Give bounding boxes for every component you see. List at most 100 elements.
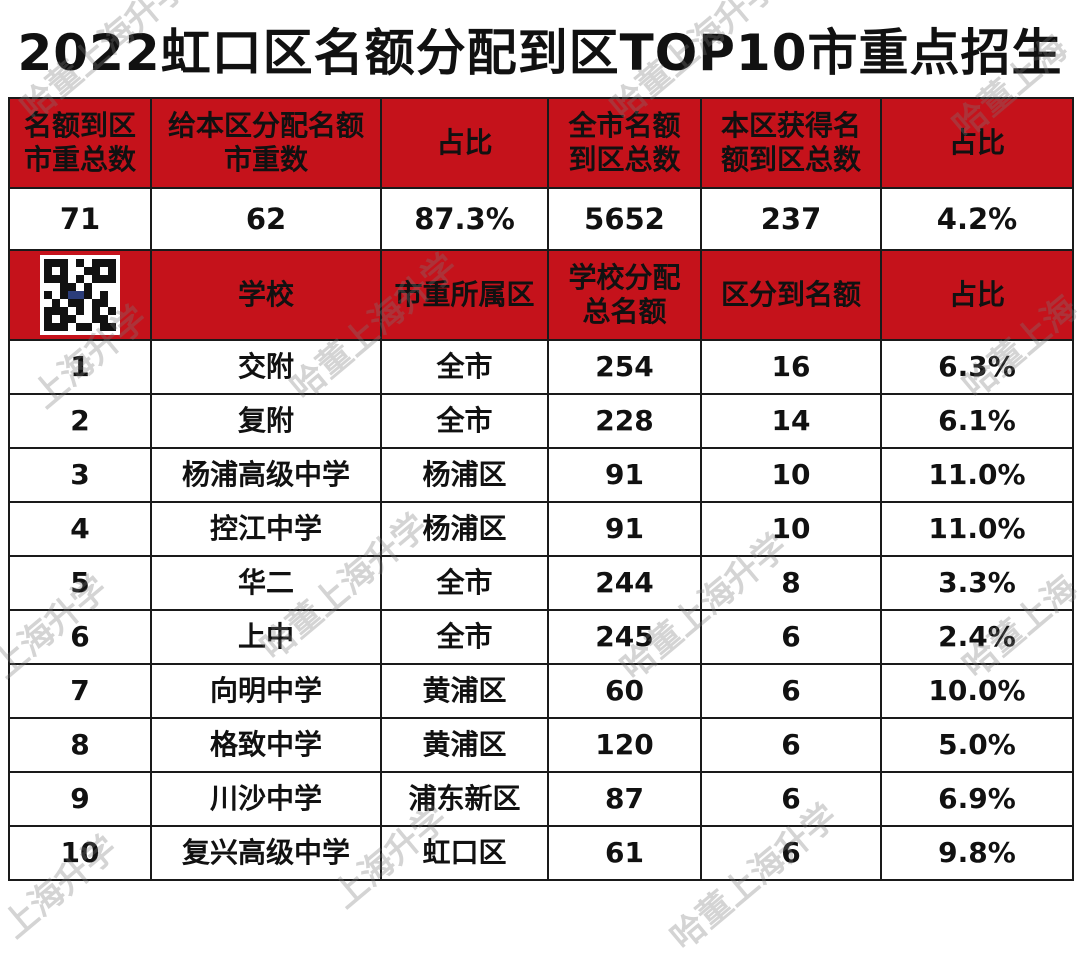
table-row: 2 复附 全市 228 14 6.1% — [8, 393, 1074, 449]
header-label-district-total: 本区获得名 额到区总数 — [720, 109, 861, 176]
header-cell: 全市名额 到区总数 — [547, 97, 702, 189]
district-cell: 全市 — [380, 393, 549, 449]
header-cell: 本区获得名 额到区总数 — [700, 97, 882, 189]
rank-cell: 9 — [8, 771, 152, 827]
stats-table: 名额到区 市重总数 给本区分配名额 市重数 占比 全市名额 到区总数 本区获得名… — [8, 97, 1074, 881]
rank-cell: 3 — [8, 447, 152, 503]
header-label-allocated: 区分到名额 — [720, 278, 861, 312]
header-label-quota-total: 名额到区 市重总数 — [23, 109, 136, 176]
table-row: 8 格致中学 黄浦区 120 6 5.0% — [8, 717, 1074, 773]
ratio-cell: 6.3% — [880, 339, 1074, 395]
header-label-ratio: 占比 — [436, 126, 493, 160]
table-row: 7 向明中学 黄浦区 60 6 10.0% — [8, 663, 1074, 719]
school-quota-cell: 120 — [547, 717, 702, 773]
detail-header-row: 学校 市重所属区 学校分配 总名额 区分到名额 占比 — [8, 249, 1074, 341]
ratio-cell: 6.1% — [880, 393, 1074, 449]
allocated-cell: 10 — [700, 501, 882, 557]
header-cell: 占比 — [880, 249, 1074, 341]
header-cell: 学校分配 总名额 — [547, 249, 702, 341]
header-cell: 区分到名额 — [700, 249, 882, 341]
summary-value-row: 71 62 87.3% 5652 237 4.2% — [8, 187, 1074, 251]
school-quota-cell: 228 — [547, 393, 702, 449]
ratio-cell: 6.9% — [880, 771, 1074, 827]
qr-cell — [8, 249, 152, 341]
summary-value: 4.2% — [880, 187, 1074, 251]
allocated-cell: 8 — [700, 555, 882, 611]
school-quota-cell: 60 — [547, 663, 702, 719]
school-cell: 复附 — [150, 393, 382, 449]
school-cell: 格致中学 — [150, 717, 382, 773]
school-cell: 控江中学 — [150, 501, 382, 557]
school-cell: 复兴高级中学 — [150, 825, 382, 881]
ratio-cell: 11.0% — [880, 501, 1074, 557]
school-cell: 杨浦高级中学 — [150, 447, 382, 503]
district-cell: 全市 — [380, 609, 549, 665]
allocated-cell: 14 — [700, 393, 882, 449]
district-cell: 黄浦区 — [380, 663, 549, 719]
summary-value: 71 — [8, 187, 152, 251]
summary-header-row: 名额到区 市重总数 给本区分配名额 市重数 占比 全市名额 到区总数 本区获得名… — [8, 97, 1074, 189]
table-row: 5 华二 全市 244 8 3.3% — [8, 555, 1074, 611]
district-cell: 浦东新区 — [380, 771, 549, 827]
header-label-school-district: 市重所属区 — [394, 278, 535, 312]
header-label-city-total: 全市名额 到区总数 — [568, 109, 681, 176]
school-quota-cell: 87 — [547, 771, 702, 827]
district-cell: 杨浦区 — [380, 447, 549, 503]
school-cell: 华二 — [150, 555, 382, 611]
ratio-cell: 2.4% — [880, 609, 1074, 665]
allocated-cell: 6 — [700, 609, 882, 665]
allocated-cell: 6 — [700, 825, 882, 881]
table-row: 10 复兴高级中学 虹口区 61 6 9.8% — [8, 825, 1074, 881]
school-cell: 川沙中学 — [150, 771, 382, 827]
header-cell: 占比 — [380, 97, 549, 189]
ratio-cell: 3.3% — [880, 555, 1074, 611]
table-row: 4 控江中学 杨浦区 91 10 11.0% — [8, 501, 1074, 557]
rank-cell: 6 — [8, 609, 152, 665]
allocated-cell: 16 — [700, 339, 882, 395]
header-label-district-count: 给本区分配名额 市重数 — [167, 109, 364, 176]
school-quota-cell: 61 — [547, 825, 702, 881]
allocated-cell: 6 — [700, 771, 882, 827]
ratio-cell: 10.0% — [880, 663, 1074, 719]
school-cell: 交附 — [150, 339, 382, 395]
district-cell: 杨浦区 — [380, 501, 549, 557]
school-cell: 上中 — [150, 609, 382, 665]
allocated-cell: 6 — [700, 717, 882, 773]
district-cell: 黄浦区 — [380, 717, 549, 773]
header-label-ratio-2: 占比 — [948, 126, 1005, 160]
summary-value: 237 — [700, 187, 882, 251]
school-quota-cell: 91 — [547, 447, 702, 503]
allocated-cell: 6 — [700, 663, 882, 719]
header-cell: 占比 — [880, 97, 1074, 189]
rank-cell: 1 — [8, 339, 152, 395]
table-row: 3 杨浦高级中学 杨浦区 91 10 11.0% — [8, 447, 1074, 503]
rank-cell: 5 — [8, 555, 152, 611]
district-cell: 全市 — [380, 555, 549, 611]
table-row: 9 川沙中学 浦东新区 87 6 6.9% — [8, 771, 1074, 827]
table-row: 6 上中 全市 245 6 2.4% — [8, 609, 1074, 665]
header-cell: 学校 — [150, 249, 382, 341]
page-title: 2022虹口区名额分配到区TOP10市重点招生 — [17, 23, 1063, 82]
header-label-school: 学校 — [237, 278, 294, 312]
header-label-ratio-3: 占比 — [948, 278, 1005, 312]
ratio-cell: 9.8% — [880, 825, 1074, 881]
ratio-cell: 5.0% — [880, 717, 1074, 773]
district-cell: 全市 — [380, 339, 549, 395]
header-cell: 名额到区 市重总数 — [8, 97, 152, 189]
school-cell: 向明中学 — [150, 663, 382, 719]
rank-cell: 7 — [8, 663, 152, 719]
school-quota-cell: 91 — [547, 501, 702, 557]
allocated-cell: 10 — [700, 447, 882, 503]
rank-cell: 10 — [8, 825, 152, 881]
summary-value: 87.3% — [380, 187, 549, 251]
header-label-school-quota: 学校分配 总名额 — [568, 261, 681, 328]
table-row: 1 交附 全市 254 16 6.3% — [8, 339, 1074, 395]
school-quota-cell: 245 — [547, 609, 702, 665]
ratio-cell: 11.0% — [880, 447, 1074, 503]
rank-cell: 8 — [8, 717, 152, 773]
qr-code-icon — [40, 255, 120, 335]
school-quota-cell: 254 — [547, 339, 702, 395]
rank-cell: 2 — [8, 393, 152, 449]
rank-cell: 4 — [8, 501, 152, 557]
header-cell: 给本区分配名额 市重数 — [150, 97, 382, 189]
